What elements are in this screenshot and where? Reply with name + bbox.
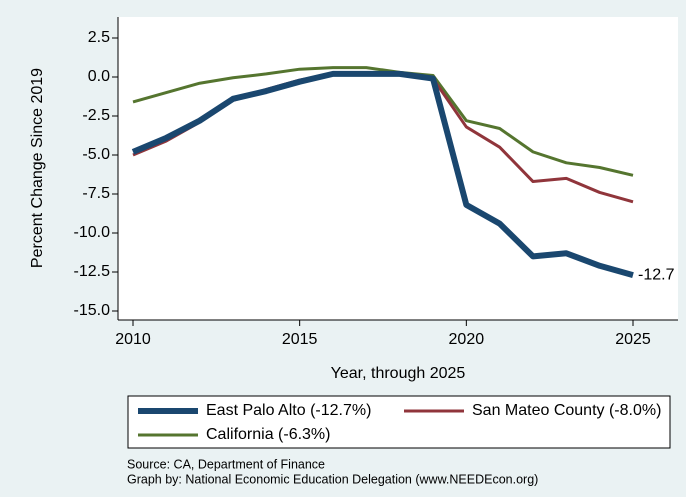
x-tick-label: 2010 xyxy=(115,331,151,348)
legend-label: East Palo Alto (-12.7%) xyxy=(206,402,371,419)
y-tick-label: -2.5 xyxy=(82,107,110,124)
y-tick-label: -10.0 xyxy=(74,224,111,241)
y-axis-label: Percent Change Since 2019 xyxy=(29,68,46,268)
series-line xyxy=(132,66,634,177)
y-tick-label: -7.5 xyxy=(82,185,110,202)
series-line xyxy=(131,70,634,279)
source-line: Graph by: National Economic Education De… xyxy=(127,472,538,486)
plot-area xyxy=(118,17,678,320)
end-annotation: -12.7 xyxy=(638,266,675,283)
y-tick-label: -15.0 xyxy=(74,302,111,319)
y-tick-label: 2.5 xyxy=(88,29,110,46)
x-tick-label: 2020 xyxy=(449,331,485,348)
legend-label: California (-6.3%) xyxy=(206,426,330,443)
legend xyxy=(127,395,671,449)
y-tick-label: -12.5 xyxy=(74,263,111,280)
x-tick-label: 2015 xyxy=(282,331,318,348)
x-axis-label: Year, through 2025 xyxy=(331,365,466,382)
y-tick-label: -5.0 xyxy=(82,146,110,163)
y-tick-label: 0.0 xyxy=(88,68,110,85)
source-line: Source: CA, Department of Finance xyxy=(127,457,325,471)
x-tick-label: 2025 xyxy=(615,331,651,348)
legend-label: San Mateo County (-8.0%) xyxy=(472,402,661,419)
